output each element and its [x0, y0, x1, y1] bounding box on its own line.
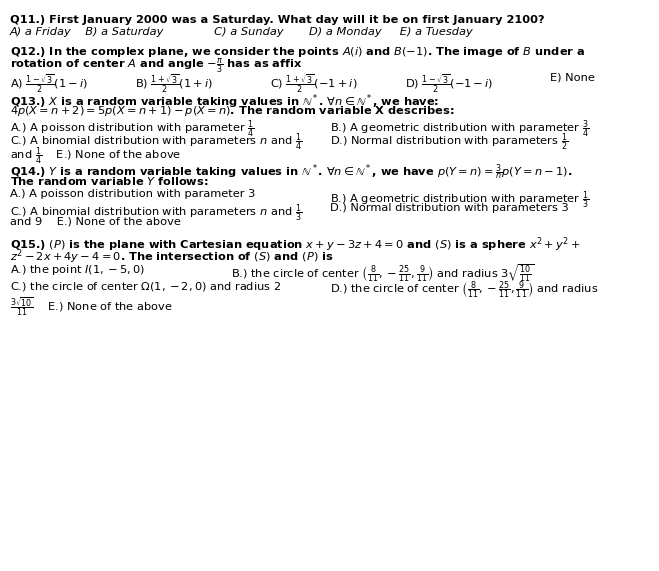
Text: E) None: E) None [550, 73, 595, 83]
Text: D.) Normal distribution with parameters $\frac{1}{2}$: D.) Normal distribution with parameters … [330, 132, 568, 154]
Text: and $\frac{1}{4}$    E.) None of the above: and $\frac{1}{4}$ E.) None of the above [10, 146, 181, 167]
Text: Q12.) In the complex plane, we consider the points $A(i)$ and $B(-1)$. The image: Q12.) In the complex plane, we consider … [10, 45, 585, 59]
Text: Q15.) $(P)$ is the plane with Cartesian equation $x+y-3z+4=0$ and $(S)$ is a sph: Q15.) $(P)$ is the plane with Cartesian … [10, 235, 581, 254]
Text: D.) Normal distribution with parameters 3: D.) Normal distribution with parameters … [330, 203, 568, 213]
Text: The random variable $Y$ follows:: The random variable $Y$ follows: [10, 175, 208, 187]
Text: D) $\frac{1-\sqrt{3}}{2}(-1-i)$: D) $\frac{1-\sqrt{3}}{2}(-1-i)$ [405, 73, 494, 95]
Text: A) a Friday    B) a Saturday              C) a Sunday       D) a Monday     E) a: A) a Friday B) a Saturday C) a Sunday D)… [10, 27, 474, 37]
Text: C.) A binomial distribution with parameters $n$ and $\frac{1}{3}$: C.) A binomial distribution with paramet… [10, 203, 302, 224]
Text: D.) the circle of center $\left(\frac{8}{11},-\frac{25}{11},\frac{9}{11}\right)$: D.) the circle of center $\left(\frac{8}… [330, 280, 598, 301]
Text: and 9    E.) None of the above: and 9 E.) None of the above [10, 216, 181, 227]
Text: B.) A geometric distribution with parameter $\frac{1}{3}$: B.) A geometric distribution with parame… [330, 189, 588, 211]
Text: Q14.) $Y$ is a random variable taking values in $\mathbb{N}^*$. $\forall n\in\ma: Q14.) $Y$ is a random variable taking va… [10, 163, 572, 183]
Text: A.) A poisson distribution with parameter $\frac{1}{4}$: A.) A poisson distribution with paramete… [10, 118, 254, 140]
Text: B.) A geometric distribution with parameter $\frac{3}{4}$: B.) A geometric distribution with parame… [330, 118, 588, 140]
Text: A.) A poisson distribution with parameter 3: A.) A poisson distribution with paramete… [10, 189, 255, 199]
Text: Q13.) $X$ is a random variable taking values in $\mathbb{N}^*$. $\forall n\in\ma: Q13.) $X$ is a random variable taking va… [10, 93, 439, 111]
Text: A.) the point $I(1,-5,0)$: A.) the point $I(1,-5,0)$ [10, 263, 145, 277]
Text: rotation of center $A$ and angle $-\frac{\pi}{3}$ has as affix: rotation of center $A$ and angle $-\frac… [10, 57, 302, 75]
Text: C.) A binomial distribution with parameters $n$ and $\frac{1}{4}$: C.) A binomial distribution with paramet… [10, 132, 302, 154]
Text: $\frac{3\sqrt{10}}{11}$    E.) None of the above: $\frac{3\sqrt{10}}{11}$ E.) None of the … [10, 296, 173, 318]
Text: C.) the circle of center $\Omega(1,-2,0)$ and radius 2: C.) the circle of center $\Omega(1,-2,0)… [10, 280, 281, 293]
Text: $4p(X=n+2)=5p(X=n+1)-p(X=n)$. The random variable X describes:: $4p(X=n+2)=5p(X=n+1)-p(X=n)$. The random… [10, 104, 455, 119]
Text: Q11.) First January 2000 was a Saturday. What day will it be on first January 21: Q11.) First January 2000 was a Saturday.… [10, 15, 544, 25]
Text: A) $\frac{1-\sqrt{3}}{2}(1-i)$: A) $\frac{1-\sqrt{3}}{2}(1-i)$ [10, 73, 88, 95]
Text: $z^2-2x+4y-4=0$. The intersection of $(S)$ and $(P)$ is: $z^2-2x+4y-4=0$. The intersection of $(S… [10, 247, 333, 266]
Text: B) $\frac{1+\sqrt{3}}{2}(1+i)$: B) $\frac{1+\sqrt{3}}{2}(1+i)$ [135, 73, 213, 95]
Text: B.) the circle of center $\left(\frac{8}{11},-\frac{25}{11},\frac{9}{11}\right)$: B.) the circle of center $\left(\frac{8}… [231, 263, 534, 284]
Text: C) $\frac{1+\sqrt{3}}{2}(-1+i)$: C) $\frac{1+\sqrt{3}}{2}(-1+i)$ [270, 73, 358, 95]
